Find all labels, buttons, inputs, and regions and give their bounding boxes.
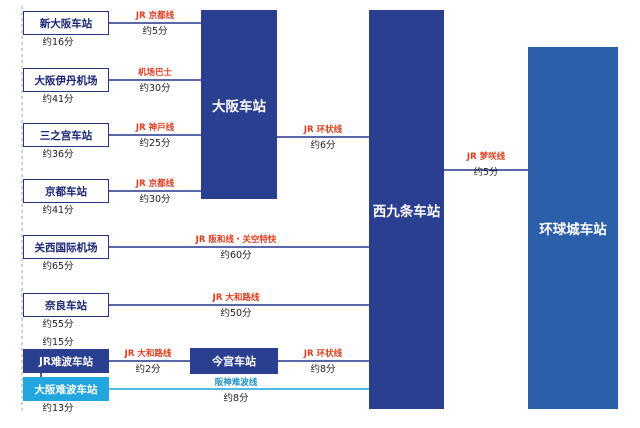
origin-jr-namba[interactable]: JR难波车站: [23, 349, 109, 373]
route-shin-osaka: JR 京都线: [135, 11, 175, 21]
time-nishikujo-universal: 约5分: [473, 167, 499, 178]
origin-kyoto[interactable]: 京都车站: [23, 179, 109, 203]
time-from-kyoto: 约41分: [42, 205, 74, 216]
time-shin-osaka: 约5分: [142, 26, 168, 37]
time-from-kansai: 约65分: [42, 261, 74, 272]
origin-shin-osaka[interactable]: 新大阪车站: [23, 11, 109, 35]
hub-imamiya-station[interactable]: 今宫车站: [190, 348, 278, 374]
origin-kansai-airport[interactable]: 关西国际机场: [23, 235, 109, 259]
origin-osaka-namba[interactable]: 大阪难波车站: [23, 377, 109, 401]
time-from-shin-osaka: 约16分: [42, 37, 74, 48]
time-itami: 约30分: [139, 83, 171, 94]
time-kyoto: 约30分: [139, 194, 171, 205]
origin-sannomiya[interactable]: 三之宫车站: [23, 123, 109, 147]
time-sannomiya: 约25分: [139, 138, 171, 149]
time-imamiya-nishikujo: 约8分: [310, 364, 336, 375]
hub-osaka-station[interactable]: 大阪车站: [201, 10, 277, 199]
route-jr-namba: JR 大和路线: [124, 349, 172, 359]
time-from-jr-namba: 约15分: [42, 337, 74, 348]
route-kyoto: JR 京都线: [135, 179, 175, 189]
hub-universal-city-station[interactable]: 环球城车站: [528, 47, 618, 409]
route-sannomiya: JR 神戸线: [135, 123, 175, 133]
time-from-osaka-namba: 约13分: [42, 403, 74, 414]
time-from-itami: 约41分: [42, 94, 74, 105]
time-osaka-namba: 约8分: [223, 393, 249, 404]
hub-nishikujo-station[interactable]: 西九条车站: [369, 10, 444, 409]
time-nara: 约50分: [220, 308, 252, 319]
route-nara: JR 大和路线: [212, 293, 260, 303]
route-imamiya-nishikujo: JR 环状线: [303, 349, 343, 359]
time-kansai: 约60分: [220, 250, 252, 261]
time-from-sannomiya: 约36分: [42, 149, 74, 160]
route-nishikujo-universal: JR 梦咲线: [466, 152, 506, 162]
time-osaka-nishikujo: 约6分: [310, 140, 336, 151]
route-osaka-nishikujo: JR 环状线: [303, 125, 343, 135]
origin-nara[interactable]: 奈良车站: [23, 293, 109, 317]
origin-itami-airport[interactable]: 大阪伊丹机场: [23, 68, 109, 92]
route-itami: 机场巴士: [137, 68, 173, 78]
time-jr-namba: 约2分: [135, 364, 161, 375]
route-kansai: JR 阪和线・关空特快: [195, 235, 277, 245]
route-osaka-namba: 阪神难波线: [214, 378, 258, 388]
time-from-nara: 约55分: [42, 319, 74, 330]
